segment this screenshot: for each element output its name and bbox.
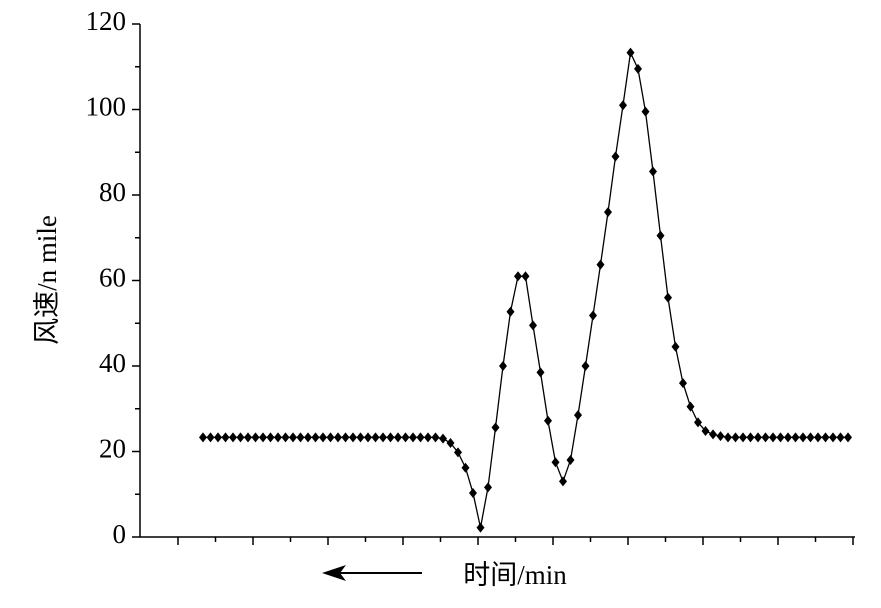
marker — [784, 432, 792, 443]
y-axis-label: 风速/n mile — [32, 215, 62, 345]
marker — [604, 207, 612, 218]
marker — [401, 432, 410, 443]
marker — [559, 476, 567, 487]
marker — [461, 462, 470, 473]
marker — [619, 100, 627, 111]
marker — [529, 320, 537, 331]
marker — [334, 432, 342, 443]
marker — [656, 230, 665, 241]
marker — [641, 106, 650, 117]
marker — [739, 432, 747, 443]
marker — [244, 432, 252, 443]
marker — [394, 432, 402, 443]
marker — [289, 432, 297, 443]
marker — [484, 482, 492, 493]
marker — [199, 432, 207, 443]
marker — [274, 432, 282, 443]
marker — [349, 432, 357, 443]
marker — [356, 432, 365, 443]
marker — [364, 432, 372, 443]
marker — [446, 437, 455, 448]
marker — [649, 166, 657, 177]
y-tick-label: 80 — [99, 177, 126, 207]
marker — [499, 361, 507, 371]
marker — [214, 432, 222, 443]
marker — [776, 432, 785, 443]
marker — [439, 433, 447, 444]
y-tick-label: 0 — [113, 519, 127, 549]
marker — [746, 432, 755, 443]
y-tick-label: 20 — [99, 434, 126, 464]
marker — [266, 432, 275, 443]
marker — [521, 271, 530, 282]
marker — [589, 310, 597, 321]
marker — [611, 151, 620, 162]
marker — [829, 432, 837, 443]
marker — [679, 378, 687, 389]
x-axis-label: 时间/min — [463, 560, 567, 590]
marker — [574, 410, 582, 421]
marker — [281, 432, 290, 443]
marker — [259, 432, 267, 443]
y-tick-label: 120 — [86, 6, 127, 36]
line — [203, 50, 848, 528]
marker — [701, 425, 710, 436]
marker — [626, 47, 635, 58]
marker — [424, 432, 432, 443]
marker — [206, 432, 215, 443]
marker — [311, 432, 320, 443]
y-tick-label: 40 — [99, 348, 126, 378]
marker — [694, 417, 702, 428]
marker — [326, 432, 335, 443]
marker — [551, 457, 560, 468]
marker — [844, 432, 852, 443]
marker — [431, 432, 440, 443]
marker — [221, 432, 230, 443]
marker — [799, 432, 807, 443]
y-tick-label: 100 — [86, 92, 127, 122]
marker — [319, 432, 327, 443]
marker — [596, 259, 605, 270]
marker — [581, 361, 590, 371]
marker — [731, 432, 740, 443]
marker — [634, 63, 642, 74]
marker — [236, 432, 245, 443]
marker — [409, 432, 417, 443]
marker — [454, 447, 462, 458]
marker — [836, 432, 845, 443]
marker — [686, 401, 695, 412]
marker — [229, 432, 237, 443]
marker — [769, 432, 777, 443]
marker — [791, 432, 800, 443]
marker — [304, 432, 312, 443]
marker — [814, 432, 822, 443]
arrow — [322, 565, 422, 581]
marker — [371, 432, 380, 443]
marker — [724, 432, 732, 443]
marker — [709, 429, 717, 440]
marker — [544, 415, 552, 426]
marker — [761, 432, 770, 443]
marker — [341, 432, 350, 443]
marker — [416, 432, 425, 443]
marker — [716, 431, 725, 442]
marker — [379, 432, 387, 443]
marker — [476, 522, 485, 533]
marker — [296, 432, 305, 443]
marker — [821, 432, 830, 443]
marker — [251, 432, 260, 443]
marker — [514, 271, 522, 282]
marker — [566, 455, 575, 466]
marker — [469, 487, 477, 498]
marker — [664, 292, 672, 303]
y-tick-label: 60 — [99, 263, 126, 293]
marker — [506, 306, 515, 317]
marker — [754, 432, 762, 443]
marker — [806, 432, 815, 443]
marker — [671, 341, 680, 352]
marker — [536, 367, 545, 378]
marker — [491, 422, 500, 433]
marker — [386, 432, 395, 443]
